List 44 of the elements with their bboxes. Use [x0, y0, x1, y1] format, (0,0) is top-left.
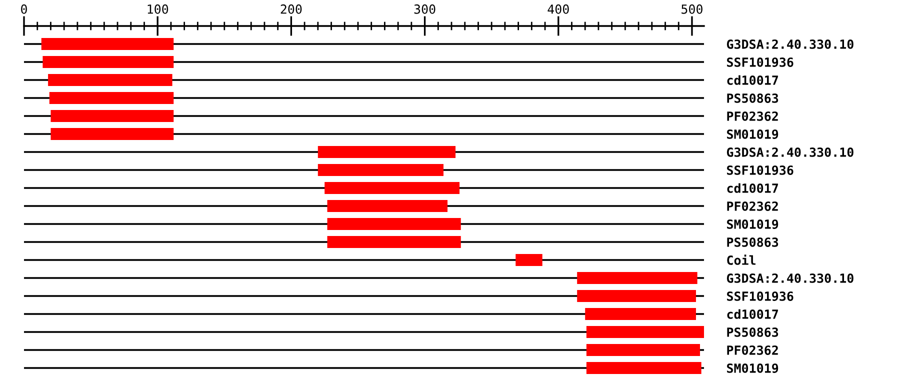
- x-tick-label: 200: [280, 4, 302, 14]
- y-tick-label: G3DSA:2.40.330.10: [726, 147, 854, 157]
- y-tick-label: PF02362: [727, 345, 778, 355]
- y-tick-label: G3DSA:2.40.330.10: [726, 39, 854, 49]
- x-tick-label: 100: [148, 4, 168, 14]
- bar: [586, 362, 702, 374]
- bar: [48, 74, 172, 86]
- bar: [50, 110, 174, 122]
- bar: [577, 272, 698, 284]
- y-tick-label: SM01019: [727, 129, 778, 139]
- bar: [327, 218, 461, 230]
- bar: [585, 308, 696, 320]
- bar: [324, 182, 460, 194]
- bar: [327, 200, 448, 212]
- x-tick-label: 0: [21, 4, 27, 14]
- y-tick-label: SSF101936: [727, 57, 794, 67]
- y-tick-label: SM01019: [727, 219, 778, 229]
- x-tick-label: 300: [414, 4, 436, 14]
- bar: [318, 146, 456, 158]
- y-tick-label: PS50863: [727, 93, 778, 103]
- bar: [577, 290, 696, 302]
- bar: [49, 92, 174, 104]
- y-tick-label: SSF101936: [727, 165, 794, 175]
- y-tick-label: PF02362: [727, 111, 778, 121]
- x-tick-label: 400: [548, 4, 569, 14]
- y-tick-label: Coil: [727, 254, 756, 265]
- y-tick-label: G3DSA:2.40.330.10: [726, 273, 854, 283]
- bar: [586, 326, 704, 338]
- bar: [327, 236, 461, 248]
- y-tick-label: cd10017: [727, 75, 778, 85]
- bar: [42, 56, 174, 68]
- y-tick-label: SM01019: [727, 363, 778, 373]
- bar: [318, 164, 444, 176]
- bar: [516, 254, 542, 266]
- y-tick-label: PS50863: [727, 327, 778, 337]
- bar: [41, 38, 174, 50]
- y-tick-label: PF02362: [727, 201, 778, 211]
- bar: [50, 128, 174, 140]
- x-tick-label: 500: [682, 4, 702, 14]
- y-tick-label: SSF101936: [727, 291, 794, 301]
- y-tick-label: cd10017: [727, 183, 778, 193]
- bar: [586, 344, 700, 356]
- y-tick-label: PS50863: [727, 237, 778, 247]
- y-tick-label: cd10017: [727, 309, 778, 319]
